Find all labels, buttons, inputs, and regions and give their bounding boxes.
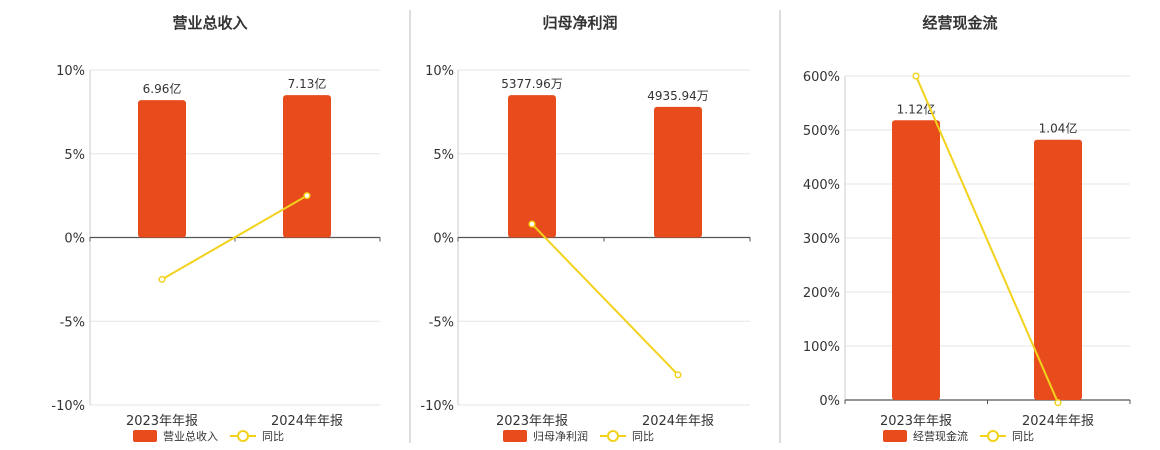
y-tick-label: 300% [803,232,840,247]
bar [138,100,186,238]
bar-value-label: 5377.96万 [501,77,563,91]
bar-value-label: 4935.94万 [647,89,709,103]
legend-swatch-bar [133,430,157,442]
y-tick-label: 5% [64,148,85,163]
y-tick-label: 5% [433,148,454,163]
bar [654,106,702,238]
yoy-point [674,371,682,379]
bar-value-label: 7.13亿 [288,76,327,91]
y-tick-label: 0% [433,232,454,247]
y-tick-label: 10% [425,64,454,79]
bar-value-label: 6.96亿 [143,81,182,96]
yoy-line [161,194,308,281]
legend-swatch-marker [607,430,619,442]
bar [1034,139,1082,400]
yoy-point [528,220,536,228]
y-tick-label: 0% [819,394,840,409]
y-tick-label: 0% [64,232,85,247]
chart-title: 归母净利润 [542,14,617,32]
legend-label: 经营现金流 [913,429,968,443]
yoy-point [303,192,311,200]
bar-value-label: 1.04亿 [1039,121,1078,136]
yoy-line [915,75,1059,404]
chart-title: 营业总收入 [172,14,247,32]
y-tick-label: 10% [56,64,85,79]
legend-swatch-marker [237,430,249,442]
bar-value-label: 1.12亿 [897,101,936,116]
y-tick-label: -5% [60,315,85,330]
y-tick-label: 600% [803,70,840,85]
x-category-label: 2023年年报 [496,414,568,429]
y-tick-label: -10% [420,399,454,414]
y-tick-label: 500% [803,124,840,139]
x-category-label: 2023年年报 [126,414,198,429]
chart-title: 经营现金流 [922,14,997,32]
y-tick-label: -10% [51,399,85,414]
x-category-label: 2023年年报 [880,414,952,429]
legend-label: 营业总收入 [163,429,218,443]
y-tick-label: 200% [803,286,840,301]
x-category-label: 2024年年报 [271,414,343,429]
bar [283,95,331,238]
bar [892,120,940,400]
bar [508,95,556,238]
yoy-point [912,72,920,80]
y-tick-label: 400% [803,178,840,193]
x-category-label: 2024年年报 [1022,414,1094,429]
legend-label: 同比 [262,430,284,443]
yoy-point [158,275,166,283]
y-tick-label: 100% [803,340,840,355]
legend-swatch-marker [987,430,999,442]
legend-swatch-bar [503,430,527,442]
legend-label: 同比 [1012,430,1034,443]
yoy-point [1054,399,1062,407]
legend-label: 归母净利润 [533,429,588,443]
y-tick-label: -5% [429,315,454,330]
legend-label: 同比 [632,430,654,443]
x-category-label: 2024年年报 [642,414,714,429]
yoy-line [531,223,679,376]
legend-swatch-bar [883,430,907,442]
